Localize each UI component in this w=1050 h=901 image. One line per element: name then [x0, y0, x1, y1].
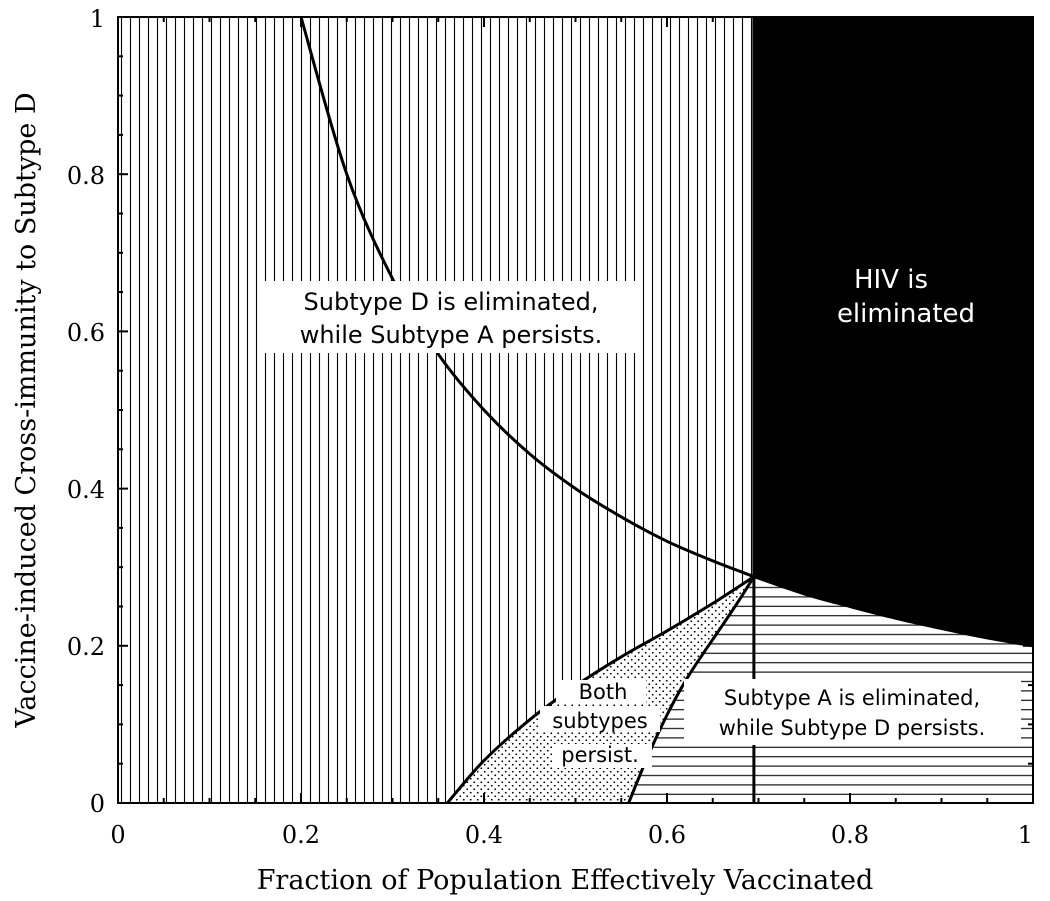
label-background [261, 281, 642, 353]
x-tick-label: 0 [110, 821, 125, 849]
y-axis-title: Vaccine-induced Cross-immunity to Subtyp… [11, 92, 42, 728]
boundary-hiv-elimination [753, 575, 1033, 648]
label-subtype-d-eliminated: Subtype D is eliminated, while Subtype A… [261, 281, 642, 353]
label-hiv-eliminated: HIV is eliminated [837, 265, 975, 329]
boundary-subtype-d [299, 17, 755, 579]
region-label-line: Subtype A is eliminated, [724, 686, 980, 710]
y-tick-label: 0.2 [67, 633, 105, 661]
region-label-line: eliminated [837, 299, 975, 329]
region-label-line: persist. [561, 743, 639, 767]
regions [118, 17, 1033, 803]
region-label-line: while Subtype A persists. [300, 321, 603, 349]
x-tick-label: 0.4 [465, 821, 503, 849]
x-tick-label: 1 [1018, 821, 1033, 849]
x-tick-labels: 0 0.2 0.4 0.6 0.8 1 [110, 821, 1033, 849]
y-tick-label: 0.4 [67, 476, 105, 504]
y-tick-label: 0 [90, 790, 105, 818]
x-axis-title: Fraction of Population Effectively Vacci… [257, 865, 874, 896]
label-background [556, 680, 646, 704]
x-tick-label: 0.6 [648, 821, 686, 849]
region-label-line: Both [579, 680, 628, 704]
region-label-line: Subtype D is eliminated, [304, 288, 599, 316]
label-background [552, 744, 652, 768]
label-both-persist: Both subtypes persist. [540, 680, 660, 768]
label-subtype-a-eliminated: Subtype A is eliminated, while Subtype D… [684, 679, 1021, 745]
label-background [684, 679, 1021, 745]
y-tick-label: 0.6 [67, 319, 105, 347]
x-tick-label: 0.8 [831, 821, 869, 849]
boundary-coexistence-left [446, 575, 755, 803]
axis-ticks [117, 16, 1034, 804]
region-hiv-eliminated [753, 17, 1033, 646]
y-tick-label: 0.8 [67, 162, 105, 190]
region-label-line: while Subtype D persists. [719, 716, 986, 740]
label-background [540, 706, 660, 732]
region-label-line: subtypes [552, 709, 647, 733]
x-tick-label: 0.2 [282, 821, 320, 849]
region-label-line: HIV is [854, 265, 928, 295]
y-tick-labels: 0 0.2 0.4 0.6 0.8 1 [67, 5, 105, 818]
y-tick-label: 1 [90, 5, 105, 33]
